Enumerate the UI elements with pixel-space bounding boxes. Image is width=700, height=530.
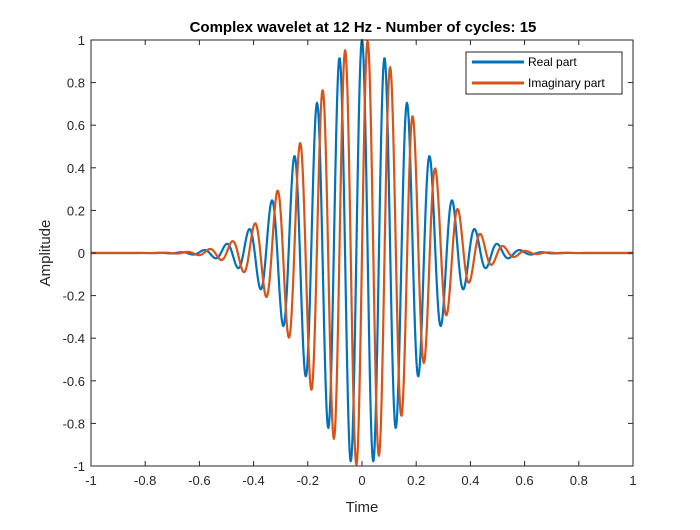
y-tick-label: -0.4 [63, 331, 85, 346]
y-tick-label: 1 [78, 33, 85, 48]
x-tick-label: 0.6 [516, 473, 534, 488]
y-tick-label: -1 [73, 459, 85, 474]
y-tick-label: 0 [78, 246, 85, 261]
x-tick-label: -1 [85, 473, 97, 488]
y-tick-label: 0.8 [67, 76, 85, 91]
legend[interactable]: Real part Imaginary part [465, 51, 623, 95]
x-axis-label: Time [346, 499, 379, 516]
legend-label-imaginary: Imaginary part [528, 76, 605, 90]
y-axis-label: Amplitude [37, 220, 54, 287]
y-tick-label: -0.6 [63, 374, 85, 389]
x-tick-label: 0 [358, 473, 365, 488]
x-tick-label: 0.2 [407, 473, 425, 488]
legend-label-real: Real part [528, 55, 577, 69]
x-tick-label: -0.6 [188, 473, 210, 488]
x-tick-label: -0.8 [134, 473, 156, 488]
series-line-imaginary [90, 40, 634, 466]
y-tick-label: 0.4 [67, 161, 85, 176]
x-tick-label: 0.8 [570, 473, 588, 488]
y-tick-label: 0.6 [67, 118, 85, 133]
x-tick-label: -0.2 [297, 473, 319, 488]
legend-box [465, 51, 623, 95]
x-tick-label: -0.4 [242, 473, 264, 488]
y-tick-label: -0.2 [63, 289, 85, 304]
tick-layer: -1 -0.8 -0.6 -0.4 -0.2 0 0.2 0.4 0.6 0.8 1 -1 -0.8 -0… [63, 33, 637, 488]
x-tick-label: 1 [629, 473, 636, 488]
y-tick-label: 0.2 [67, 203, 85, 218]
plot-area: -1 -0.8 -0.6 -0.4 -0.2 0 0.2 0.4 0.6 0.8 1 -1 -0.8 -0… [63, 33, 637, 488]
chart-title: Complex wavelet at 12 Hz - Number of cyc… [190, 19, 537, 36]
y-tick-label: -0.8 [63, 416, 85, 431]
x-tick-label: 0.4 [461, 473, 479, 488]
